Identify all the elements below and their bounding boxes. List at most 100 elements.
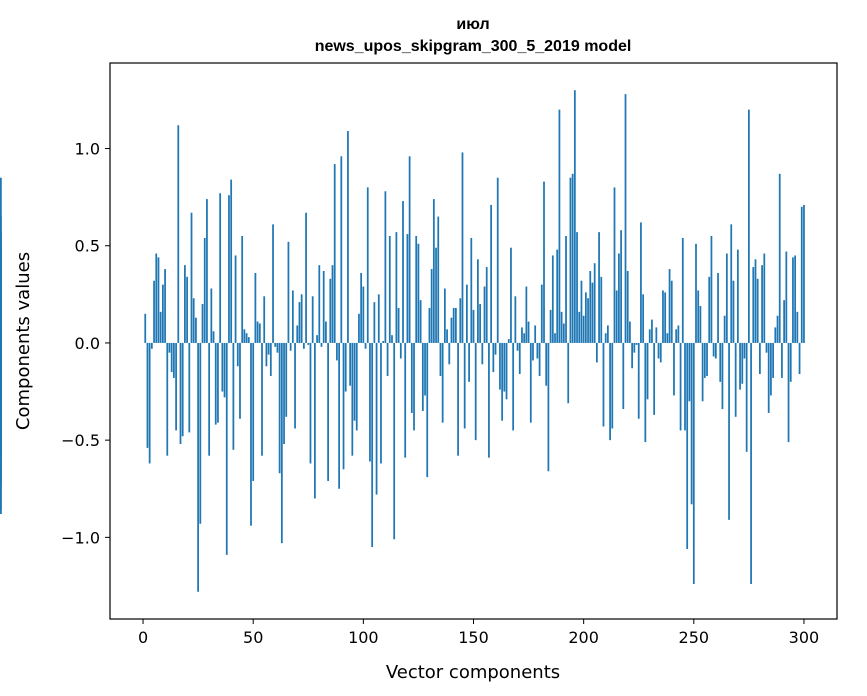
bar-297: [796, 311, 799, 343]
bar-175: [527, 321, 530, 343]
bar-8: [159, 311, 162, 343]
bar-128: [424, 342, 426, 396]
bar-125: [417, 243, 420, 343]
bar-40: [230, 179, 233, 343]
bar-63: [280, 342, 283, 544]
bar-205: [593, 263, 596, 343]
bar-16: [177, 125, 180, 343]
bar-300: [803, 204, 805, 343]
bar-81: [320, 342, 323, 347]
bar-1: [144, 313, 147, 343]
bar-258: [710, 236, 713, 343]
bar-272: [741, 342, 744, 384]
bar-58: [269, 342, 272, 376]
bar-53: [258, 323, 261, 343]
bar-225: [637, 342, 640, 419]
bar-134: [437, 216, 440, 343]
bar-74: [305, 212, 307, 343]
bar-238: [666, 333, 669, 343]
bar-247: [686, 342, 689, 550]
bar-293: [787, 342, 790, 443]
bar-26: [199, 342, 202, 524]
bar-177: [532, 342, 534, 361]
bar-178: [534, 325, 537, 343]
bar-2: [146, 342, 149, 448]
bar-262: [719, 342, 722, 382]
bar-228: [644, 342, 647, 443]
bar-282: [763, 253, 766, 343]
bar-129: [426, 342, 429, 478]
bar-72: [300, 294, 303, 343]
bar-86: [331, 265, 334, 343]
bar-153: [479, 304, 481, 343]
bar-149: [470, 237, 473, 343]
bar-234: [657, 342, 660, 359]
bar-208: [600, 276, 603, 343]
bar-173: [523, 333, 526, 343]
bar-22: [190, 212, 193, 343]
bar-263: [721, 342, 724, 410]
bar-41: [232, 342, 235, 450]
bar-158: [490, 204, 492, 343]
bar-6: [155, 253, 158, 343]
bar-139: [448, 342, 451, 365]
bar-50: [252, 342, 255, 481]
bar-75: [307, 342, 310, 345]
bar-252: [697, 290, 700, 343]
bar-94: [349, 342, 352, 386]
bar-280: [759, 342, 761, 375]
bar-164: [503, 342, 506, 392]
bar-277: [752, 267, 755, 343]
bar-96: [353, 342, 356, 421]
bar-154: [481, 342, 484, 365]
bar-115: [395, 232, 398, 343]
bar-210: [604, 333, 607, 343]
bar-248: [688, 342, 691, 402]
bar-242: [675, 329, 678, 343]
bar-281: [761, 265, 763, 343]
bar-undefined: [0, 177, 2, 343]
bar-131: [430, 269, 433, 343]
bar-197: [576, 232, 578, 343]
bar-287: [774, 327, 777, 343]
bar-243: [677, 325, 680, 343]
bar-100: [362, 286, 365, 343]
bar-4: [150, 342, 153, 349]
bar-33: [214, 342, 217, 425]
bar-295: [792, 257, 794, 343]
bar-132: [432, 199, 435, 343]
bar-240: [670, 280, 673, 343]
bar-62: [278, 342, 281, 474]
bar-77: [311, 296, 314, 343]
x-axis-ticks: 0 50 100 150 200 250 300: [138, 619, 819, 647]
bar-152: [477, 259, 479, 343]
bar-29: [206, 199, 208, 343]
bar-101: [364, 342, 367, 349]
bar-61: [276, 342, 279, 353]
bar-223: [633, 342, 636, 353]
bar-214: [613, 187, 616, 343]
bar-39: [228, 195, 230, 343]
bar-28: [203, 237, 206, 343]
bar-217: [620, 230, 622, 343]
bar-298: [798, 342, 801, 375]
bar-27: [201, 304, 204, 343]
bar-187: [554, 333, 556, 343]
bar-undefined: [0, 342, 2, 410]
bar-130: [428, 307, 431, 343]
y-tick-label: 1.0: [75, 140, 100, 159]
bar-239: [668, 269, 671, 343]
bar-42: [234, 255, 237, 343]
x-axis-label: Vector components: [386, 662, 560, 683]
bar-97: [355, 342, 358, 431]
bar-155: [483, 286, 486, 343]
bar-79: [316, 335, 318, 343]
bar-191: [562, 323, 565, 343]
bar-148: [468, 342, 470, 382]
bar-31: [210, 288, 213, 343]
bar-147: [466, 284, 468, 343]
bar-103: [369, 342, 371, 462]
bar-85: [329, 278, 332, 343]
bar-35: [219, 193, 222, 343]
bar-213: [611, 342, 614, 429]
